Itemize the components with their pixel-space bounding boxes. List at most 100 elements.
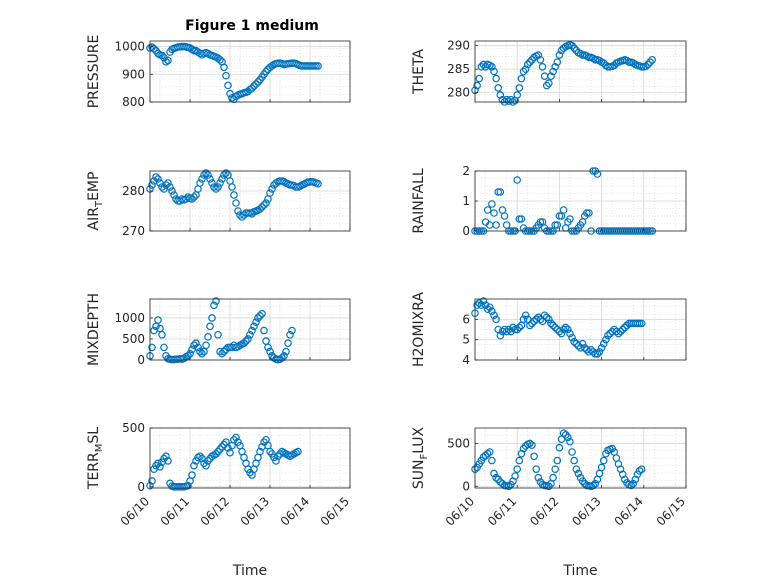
data-point (232, 92, 240, 101)
y-tick-label: 4 (462, 353, 470, 367)
data-point (190, 341, 198, 350)
data-point (475, 74, 484, 83)
data-point (483, 305, 492, 313)
subplot-6: 4 5 6 H2OMIXRA (411, 292, 687, 367)
data-point (286, 330, 294, 339)
y-axis-label-part: EMP (86, 172, 102, 201)
data-point (568, 333, 576, 342)
data-point (515, 456, 524, 465)
data-point (274, 452, 282, 461)
data-point (154, 316, 162, 324)
y-axis-label: RAINFALL (411, 168, 427, 233)
data-point (160, 454, 168, 463)
x-axis-label: Time (562, 563, 597, 579)
axes-box (149, 40, 351, 103)
data-point (625, 58, 633, 66)
data-point (583, 209, 591, 217)
data-point (568, 448, 576, 456)
data-point (488, 63, 496, 71)
data-point (492, 473, 500, 482)
data-point (485, 303, 494, 311)
data-point (534, 473, 543, 482)
data-point (264, 343, 272, 352)
data-point (485, 448, 494, 456)
data-point (519, 315, 528, 324)
y-axis-label-part: TERR (86, 452, 102, 490)
y-axis-label-part: MIXDEPTH (86, 293, 102, 366)
data-point (597, 343, 606, 352)
data-point (547, 72, 555, 80)
data-point (555, 443, 564, 452)
data-point (599, 456, 608, 465)
data-point (473, 81, 481, 90)
data-point (551, 465, 559, 473)
data-point (232, 433, 240, 442)
data-point (192, 339, 200, 347)
data-point (494, 84, 503, 92)
data-point (635, 467, 644, 475)
data-point (204, 457, 212, 465)
data-point (164, 56, 172, 65)
data-point (479, 297, 488, 305)
y-tick-label: 0 (137, 480, 145, 494)
data-point (629, 479, 638, 488)
data-point (545, 79, 553, 88)
data-point (258, 203, 266, 211)
data-point (578, 339, 587, 348)
data-point (490, 67, 498, 76)
data-point (262, 199, 270, 207)
axes-box (474, 298, 687, 361)
data-point (496, 188, 505, 196)
y-tick-label: 285 (447, 62, 470, 76)
data-point (511, 325, 519, 334)
data-point (561, 323, 570, 332)
data-point (152, 173, 160, 181)
data-point (542, 81, 551, 90)
data-point (152, 461, 160, 470)
data-point (314, 180, 322, 188)
data-point (599, 339, 608, 348)
subplot-3: 270 280 AIRTEMP (86, 169, 351, 238)
data-point (646, 58, 654, 66)
data-point (148, 181, 156, 189)
data-point (220, 63, 228, 72)
data-point (635, 319, 644, 328)
data-point (513, 325, 522, 334)
data-point (216, 56, 224, 64)
data-point (519, 67, 528, 76)
data-point (589, 481, 597, 490)
subplot-4: 0 1 2 RAINFALL (411, 164, 687, 238)
y-tick-label: 0 (462, 479, 470, 493)
data-point (549, 473, 557, 482)
data-point (517, 215, 526, 223)
data-point (218, 175, 226, 183)
data-point (260, 326, 268, 335)
data-point (214, 447, 222, 456)
data-point (202, 341, 210, 350)
y-tick-label: 500 (447, 436, 470, 450)
y-axis-label-part: AIR (86, 207, 102, 231)
y-axis-label: SUNFLUX (411, 426, 430, 489)
data-point (564, 433, 572, 442)
data-point (492, 315, 500, 324)
data-point (186, 349, 194, 358)
data-point (526, 439, 534, 448)
y-tick-label: 1 (462, 194, 470, 208)
data-point (591, 350, 600, 358)
data-point (256, 312, 264, 320)
y-tick-label: 1000 (114, 311, 145, 325)
data-point (637, 465, 646, 473)
data-point (504, 482, 513, 491)
data-point (256, 447, 264, 456)
data-point (633, 319, 642, 328)
data-point (160, 343, 168, 352)
y-axis-label: PRESSURE (86, 35, 102, 109)
data-point (266, 347, 274, 356)
data-point (566, 437, 574, 446)
data-point (483, 449, 492, 458)
data-point (200, 459, 208, 468)
data-point (555, 212, 564, 220)
data-point (492, 221, 500, 229)
data-point (210, 301, 218, 310)
data-point (502, 327, 511, 336)
